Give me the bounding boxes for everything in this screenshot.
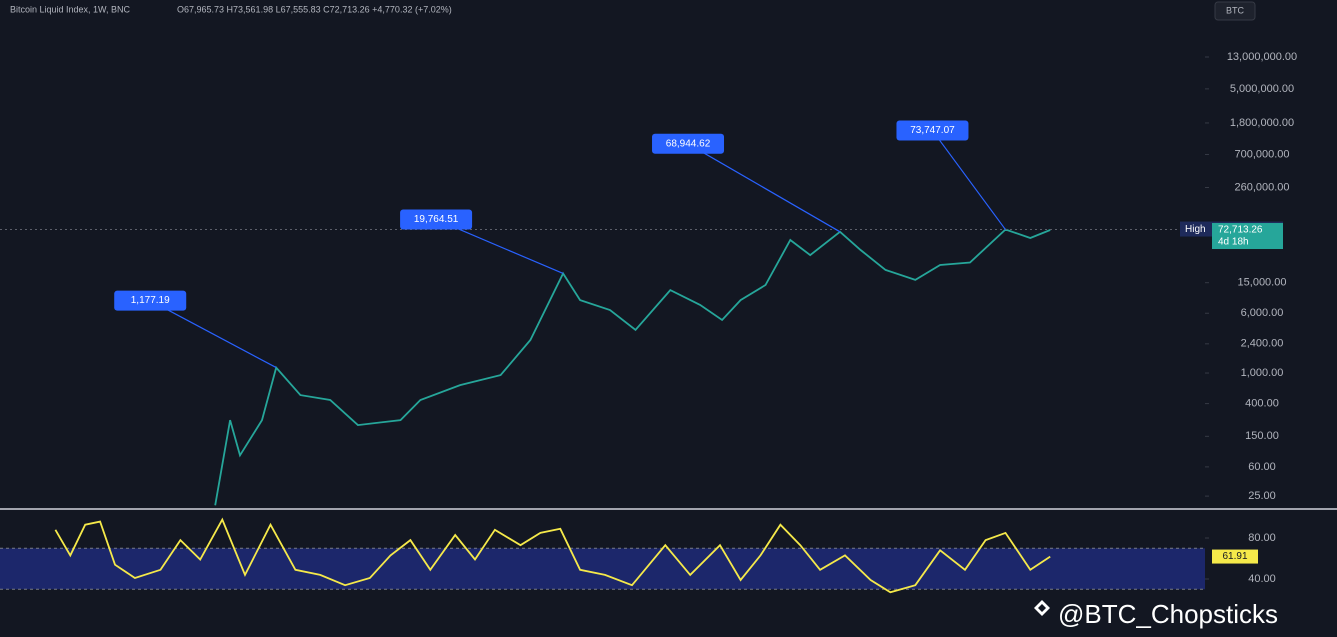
annotation-leader — [687, 143, 841, 233]
high-label: High — [1185, 224, 1206, 235]
annotation-leader — [931, 130, 1006, 230]
y-tick-label: 2,400.00 — [1241, 338, 1284, 350]
currency-box — [1214, 1, 1256, 21]
last-box — [1212, 223, 1283, 250]
y-tick-label: 400.00 — [1245, 398, 1279, 410]
series-line — [54, 517, 1051, 594]
annotation-box — [114, 290, 187, 311]
y-tick-label: 1,800,000.00 — [1230, 117, 1294, 129]
annotation-leader — [149, 300, 277, 369]
symbol: Bitcoin Liquid Index, 1W, BNC — [10, 4, 131, 14]
annotation-box — [652, 133, 725, 154]
annotation-label: 19,764.51 — [414, 214, 459, 225]
annotation-box — [400, 209, 473, 230]
y-tick-label: 40.00 — [1248, 573, 1276, 585]
series-line — [214, 228, 1051, 506]
y-tick-label: 13,000,000.00 — [1227, 51, 1297, 63]
y-tick-label: 15,000.00 — [1238, 277, 1287, 289]
last-box — [1212, 549, 1258, 564]
y-tick-label: 25.00 — [1248, 490, 1276, 502]
rsi-band — [0, 548, 1205, 590]
y-tick-label: 6,000.00 — [1241, 307, 1284, 319]
countdown: 4d 18h — [1218, 237, 1249, 248]
y-tick-label: 1,000.00 — [1241, 367, 1284, 379]
annotation-label: 68,944.62 — [666, 138, 711, 149]
y-tick-label: 150.00 — [1245, 430, 1279, 442]
annotation-label: 1,177.19 — [131, 295, 170, 306]
y-tick-label: 700,000.00 — [1234, 148, 1289, 160]
annotation-box — [896, 120, 969, 141]
last-value: 72,713.26 — [1218, 225, 1263, 236]
annotation-label: 73,747.07 — [910, 125, 955, 136]
watermark: @BTC_Chopsticks — [1058, 599, 1278, 629]
currency: BTC — [1226, 5, 1245, 15]
y-tick-label: 60.00 — [1248, 461, 1276, 473]
y-tick-label: 5,000,000.00 — [1230, 83, 1294, 95]
y-tick-label: 260,000.00 — [1234, 181, 1289, 193]
last-value: 61.91 — [1222, 551, 1247, 562]
y-tick-label: 80.00 — [1248, 532, 1276, 544]
ohlc: O67,965.73 H73,561.98 L67,555.83 C72,713… — [177, 4, 452, 14]
watermark-icon — [1034, 600, 1050, 616]
